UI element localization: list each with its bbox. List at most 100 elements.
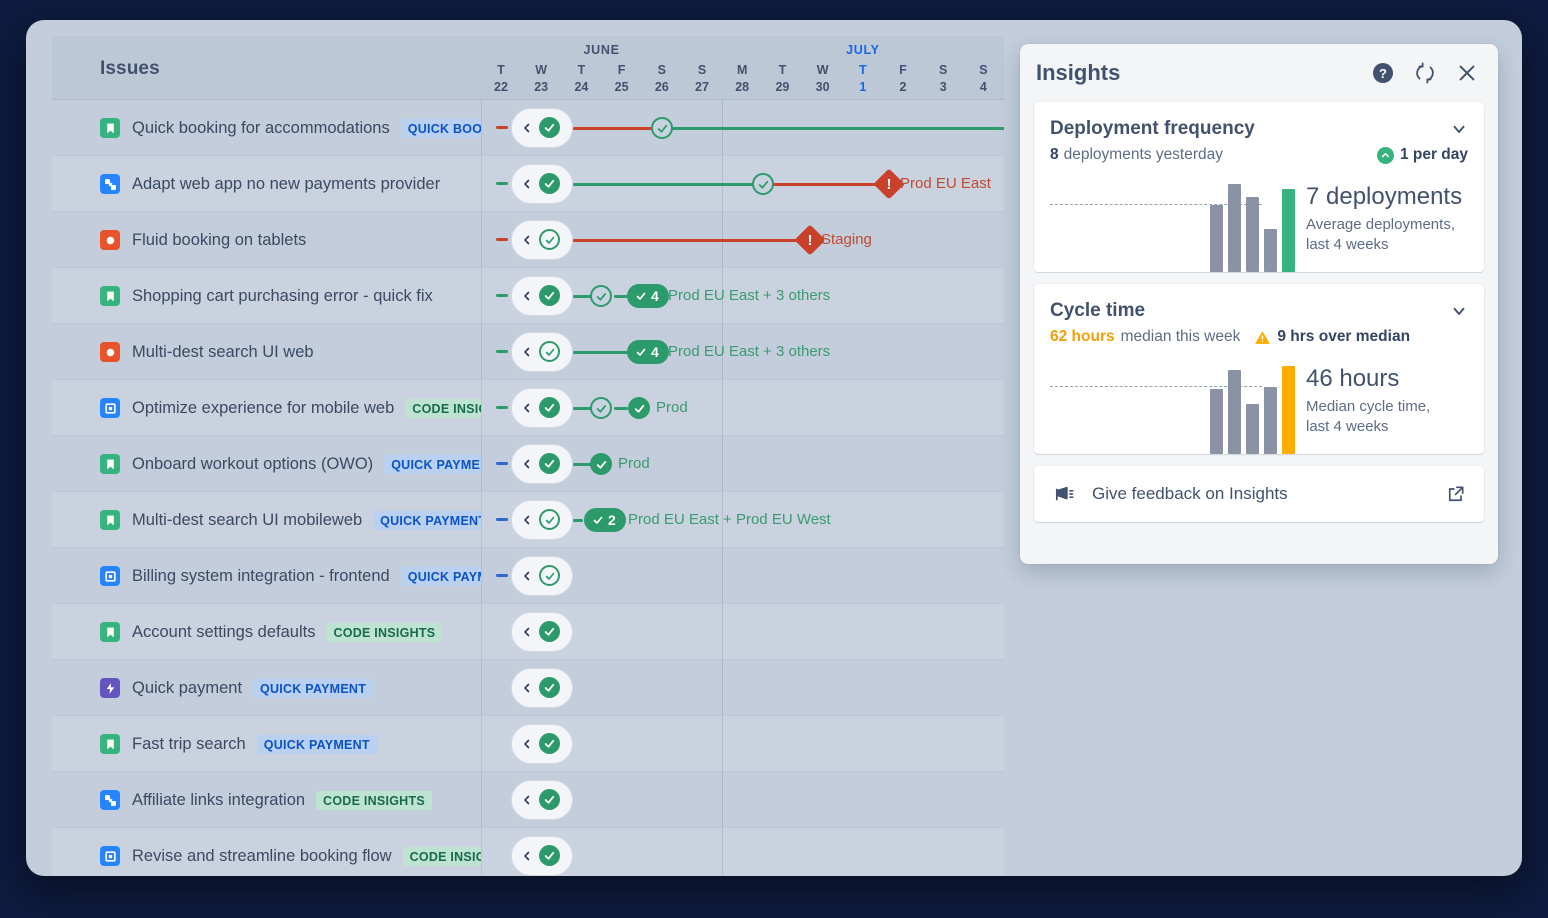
issue-cell[interactable]: Optimize experience for mobile web CODE I…	[52, 380, 481, 436]
status-check-solid-icon[interactable]	[539, 397, 560, 418]
timeline-body[interactable]: Quick booking for accommodations QUICK BO…	[52, 100, 1004, 876]
issue-label-badge[interactable]: CODE INSIGHTS	[316, 790, 432, 810]
chevron-left-icon[interactable]	[521, 850, 533, 862]
issue-cell[interactable]: Quick payment QUICK PAYMENT	[52, 660, 481, 716]
refresh-icon[interactable]	[1412, 60, 1438, 86]
table-row[interactable]: Affiliate links integration CODE INSIGHTS	[52, 772, 1004, 828]
timeline-scroll-left-pill[interactable]	[511, 499, 573, 540]
timeline-scroll-left-pill[interactable]	[511, 555, 573, 596]
deployment-failure-icon[interactable]: !	[794, 224, 826, 256]
table-row[interactable]: Multi-dest search UI web 4 Prod EU East + …	[52, 324, 1004, 380]
timeline-scroll-left-pill[interactable]	[511, 387, 573, 428]
issue-cell[interactable]: Shopping cart purchasing error - quick f…	[52, 268, 481, 324]
status-check-outline-icon[interactable]	[539, 509, 560, 530]
issue-label-badge[interactable]: QUICK BOOKING	[400, 118, 481, 138]
status-check-outline-icon[interactable]	[539, 341, 560, 362]
chevron-left-icon[interactable]	[521, 122, 533, 134]
issue-label-badge[interactable]: QUICK PAYMENT	[384, 454, 481, 474]
table-row[interactable]: Optimize experience for mobile web CODE I…	[52, 380, 1004, 436]
deployment-failure-icon[interactable]: !	[873, 168, 905, 200]
table-row[interactable]: Fluid booking on tablets! Staging	[52, 212, 1004, 268]
deployment-success-outline-icon[interactable]	[590, 397, 612, 419]
chevron-left-icon[interactable]	[521, 402, 533, 414]
chevron-down-icon[interactable]	[1450, 120, 1468, 138]
issue-cell[interactable]: Revise and streamline booking flow CODE I…	[52, 828, 481, 876]
issue-cell[interactable]: Quick booking for accommodations QUICK BO…	[52, 100, 481, 156]
deployment-success-outline-icon[interactable]	[651, 117, 673, 139]
chevron-left-icon[interactable]	[521, 458, 533, 470]
chevron-left-icon[interactable]	[521, 514, 533, 526]
timeline-scroll-left-pill[interactable]	[511, 835, 573, 876]
status-check-solid-icon[interactable]	[539, 733, 560, 754]
timeline-scroll-left-pill[interactable]	[511, 331, 573, 372]
issue-cell[interactable]: Fluid booking on tablets	[52, 212, 481, 268]
deployment-success-icon[interactable]	[628, 397, 650, 419]
issue-label-badge[interactable]: CODE INSIGHTS	[405, 398, 481, 418]
help-icon[interactable]: ?	[1370, 60, 1396, 86]
issue-cell[interactable]: Fast trip search QUICK PAYMENT	[52, 716, 481, 772]
chevron-left-icon[interactable]	[521, 682, 533, 694]
chevron-left-icon[interactable]	[521, 738, 533, 750]
table-row[interactable]: Adapt web app no new payments provider! P…	[52, 156, 1004, 212]
timeline-scroll-left-pill[interactable]	[511, 723, 573, 764]
insight-card-deployment-frequency[interactable]: Deployment frequency 8 deployments yeste…	[1034, 102, 1484, 272]
chevron-left-icon[interactable]	[521, 346, 533, 358]
timeline-scroll-left-pill[interactable]	[511, 667, 573, 708]
status-check-solid-icon[interactable]	[539, 621, 560, 642]
timeline-scroll-left-pill[interactable]	[511, 611, 573, 652]
status-check-solid-icon[interactable]	[539, 173, 560, 194]
chevron-left-icon[interactable]	[521, 794, 533, 806]
table-row[interactable]: Quick payment QUICK PAYMENT	[52, 660, 1004, 716]
deployment-success-outline-icon[interactable]	[590, 285, 612, 307]
status-check-solid-icon[interactable]	[539, 677, 560, 698]
timeline-scroll-left-pill[interactable]	[511, 779, 573, 820]
table-row[interactable]: Fast trip search QUICK PAYMENT	[52, 716, 1004, 772]
chevron-down-icon[interactable]	[1450, 302, 1468, 320]
table-row[interactable]: Account settings defaults CODE INSIGHTS	[52, 604, 1004, 660]
table-row[interactable]: Multi-dest search UI mobileweb QUICK PAYM…	[52, 492, 1004, 548]
issue-cell[interactable]: Multi-dest search UI web	[52, 324, 481, 380]
issue-cell[interactable]: Adapt web app no new payments provider	[52, 156, 481, 212]
chevron-left-icon[interactable]	[521, 234, 533, 246]
chevron-left-icon[interactable]	[521, 290, 533, 302]
give-feedback-button[interactable]: Give feedback on Insights	[1034, 466, 1484, 522]
table-row[interactable]: Onboard workout options (OWO) QUICK PAYME…	[52, 436, 1004, 492]
issue-label-badge[interactable]: QUICK PAYMENT	[400, 566, 481, 586]
status-check-solid-icon[interactable]	[539, 845, 560, 866]
external-link-icon[interactable]	[1446, 484, 1466, 504]
timeline-scroll-left-pill[interactable]	[511, 443, 573, 484]
status-check-outline-icon[interactable]	[539, 565, 560, 586]
timeline-scroll-left-pill[interactable]	[511, 219, 573, 260]
issue-cell[interactable]: Multi-dest search UI mobileweb QUICK PAYM…	[52, 492, 481, 548]
table-row[interactable]: Quick booking for accommodations QUICK BO…	[52, 100, 1004, 156]
insight-card-cycle-time[interactable]: Cycle time 62 hours median this week 9 h…	[1034, 284, 1484, 454]
deployment-count-pill[interactable]: 4	[627, 284, 669, 308]
deployment-success-icon[interactable]	[590, 453, 612, 475]
issue-cell[interactable]: Account settings defaults CODE INSIGHTS	[52, 604, 481, 660]
chevron-left-icon[interactable]	[521, 178, 533, 190]
status-check-solid-icon[interactable]	[539, 285, 560, 306]
deployment-count-pill[interactable]: 2	[584, 508, 626, 532]
issue-label-badge[interactable]: CODE INSIGHTS	[326, 622, 443, 642]
status-check-solid-icon[interactable]	[539, 789, 560, 810]
status-check-solid-icon[interactable]	[539, 117, 560, 138]
status-check-outline-icon[interactable]	[539, 229, 560, 250]
deployment-count-pill[interactable]: 4	[627, 340, 669, 364]
timeline-scroll-left-pill[interactable]	[511, 163, 573, 204]
issue-label-badge[interactable]: QUICK PAYMENT	[256, 734, 377, 754]
issue-label-badge[interactable]: QUICK PAYMENT	[373, 510, 481, 530]
timeline-scroll-left-pill[interactable]	[511, 107, 573, 148]
deployment-success-outline-icon[interactable]	[752, 173, 774, 195]
status-check-solid-icon[interactable]	[539, 453, 560, 474]
chevron-left-icon[interactable]	[521, 570, 533, 582]
timeline-scroll-left-pill[interactable]	[511, 275, 573, 316]
table-row[interactable]: Billing system integration - frontend QUI…	[52, 548, 1004, 604]
table-row[interactable]: Shopping cart purchasing error - quick f…	[52, 268, 1004, 324]
issue-label-badge[interactable]: QUICK PAYMENT	[253, 678, 374, 698]
issue-cell[interactable]: Billing system integration - frontend QUI…	[52, 548, 481, 604]
issue-cell[interactable]: Affiliate links integration CODE INSIGHTS	[52, 772, 481, 828]
chevron-left-icon[interactable]	[521, 626, 533, 638]
table-row[interactable]: Revise and streamline booking flow CODE I…	[52, 828, 1004, 876]
issue-label-badge[interactable]: CODE INSIGHTS	[402, 846, 481, 866]
close-icon[interactable]	[1454, 60, 1480, 86]
